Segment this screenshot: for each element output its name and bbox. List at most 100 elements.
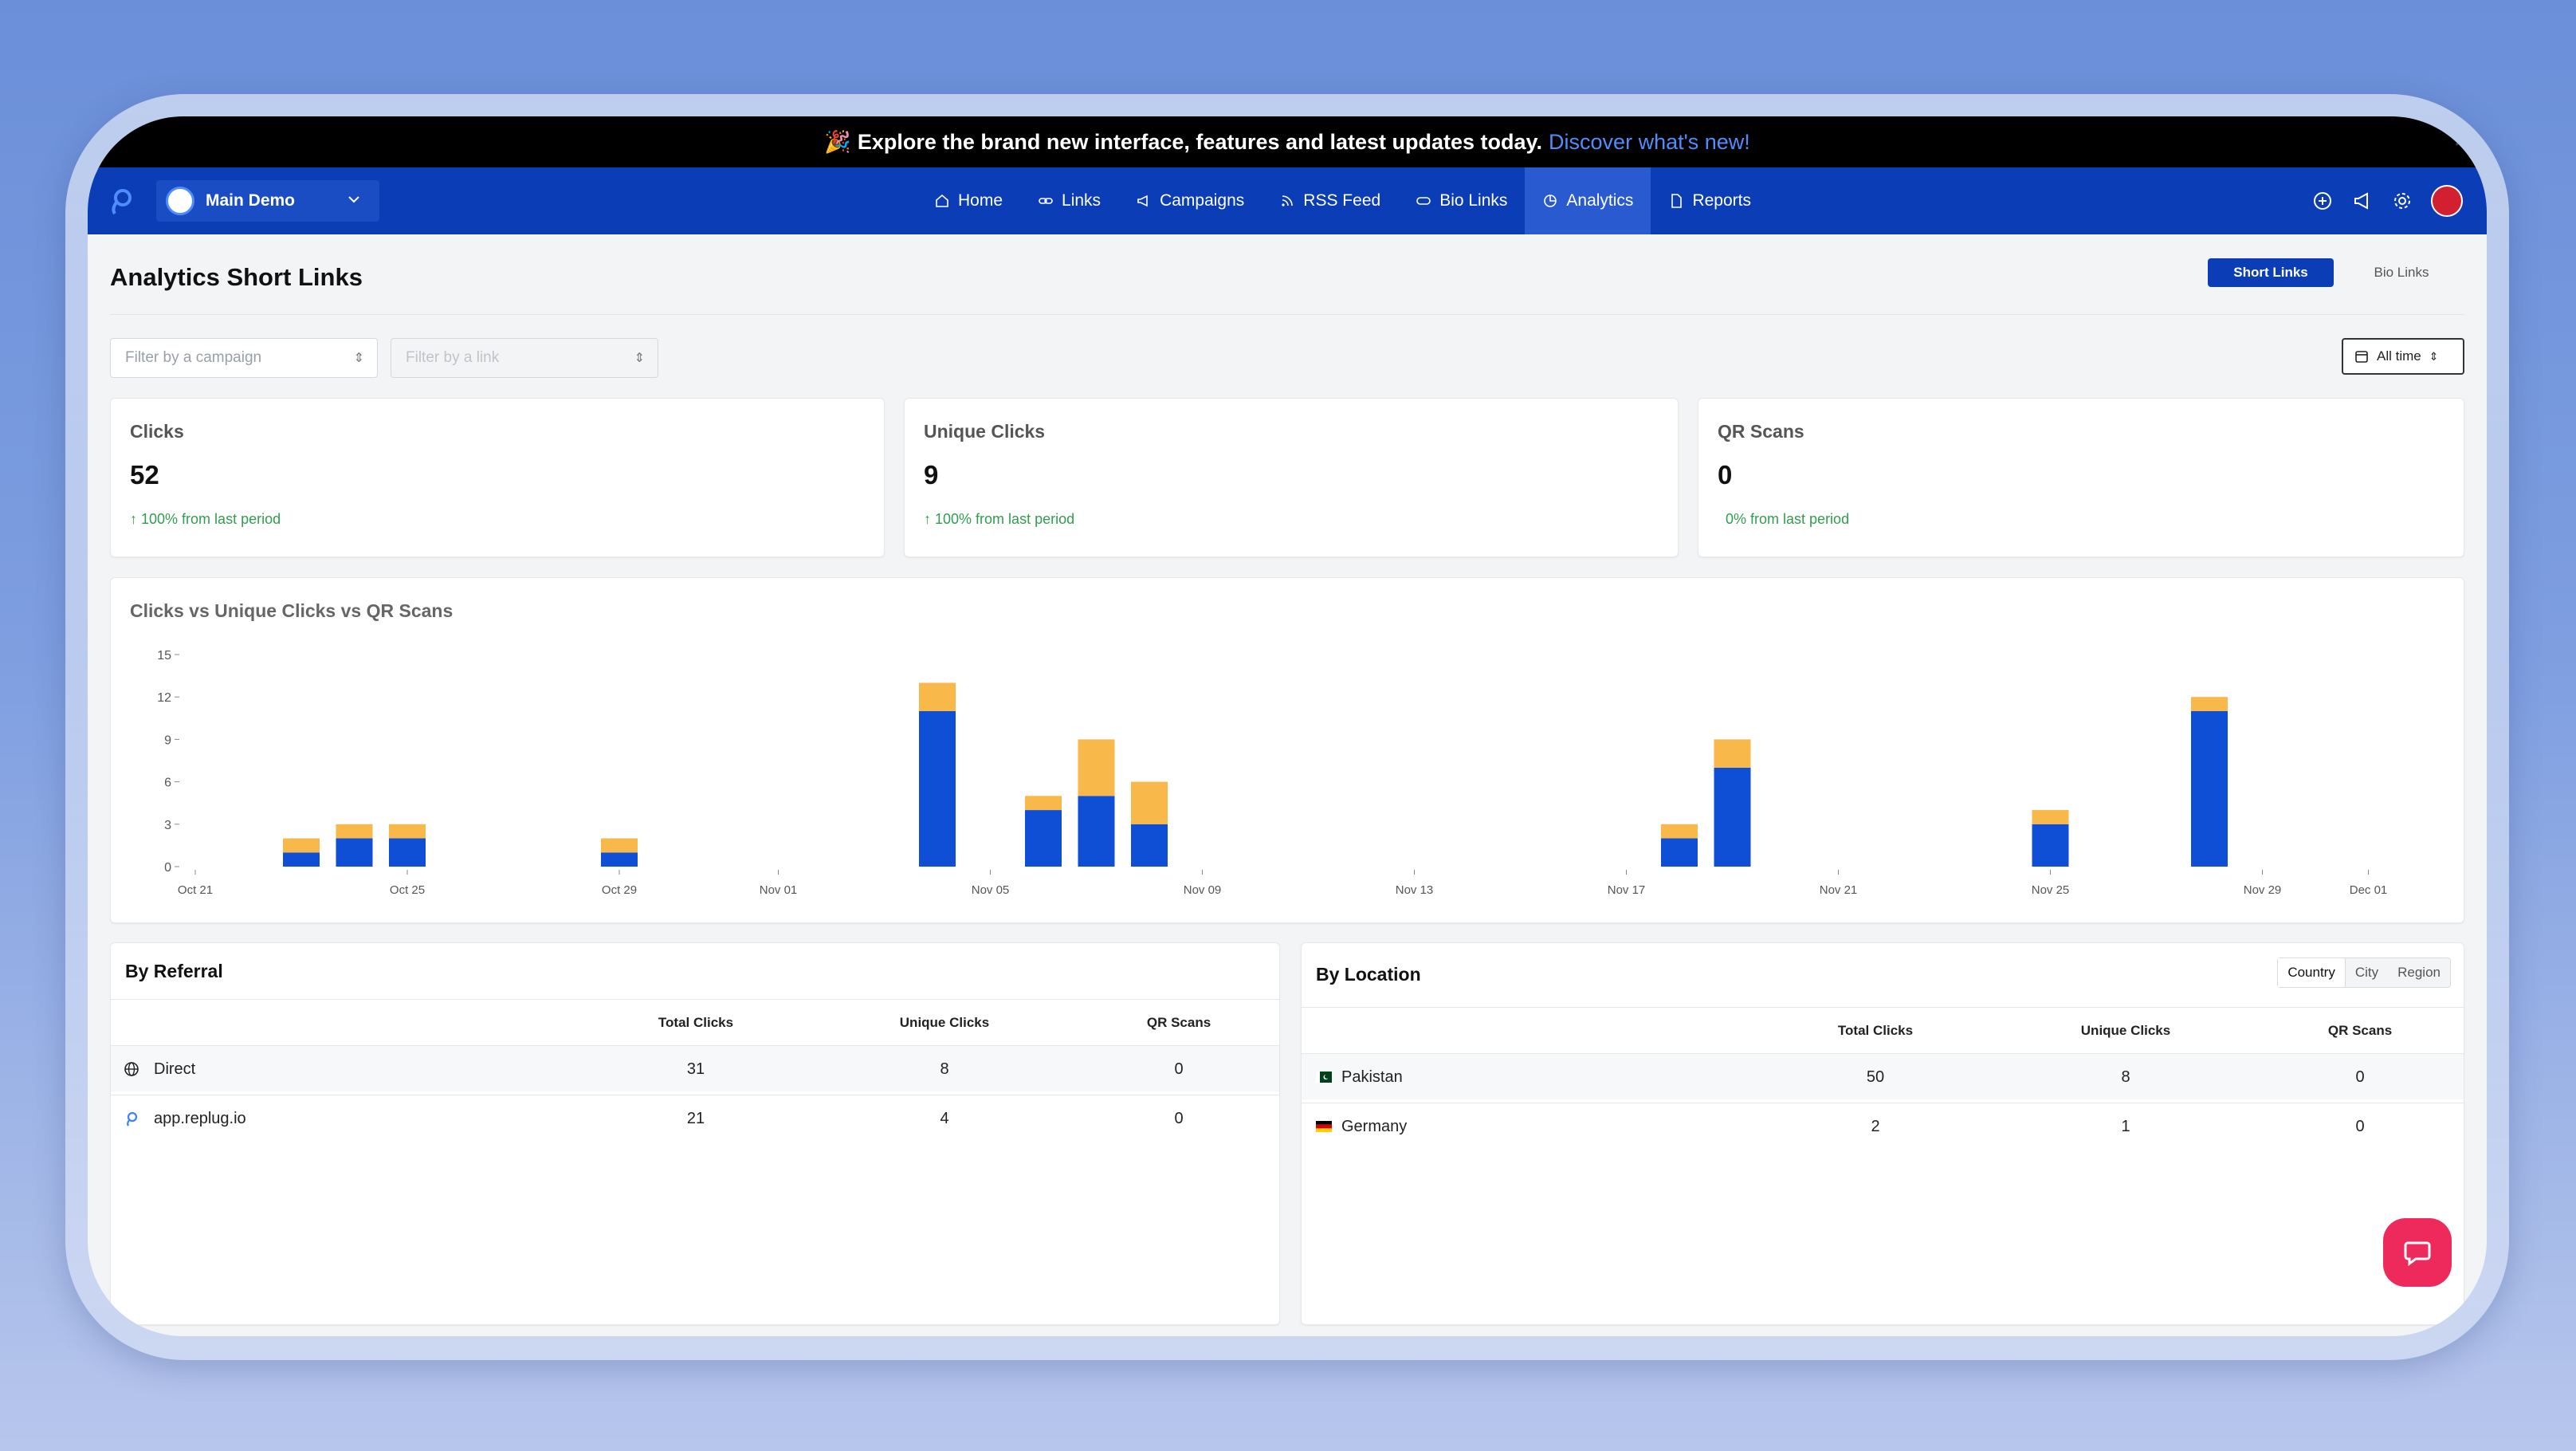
nav-home-label: Home	[958, 191, 1003, 210]
x-tick-label: Oct 21	[178, 883, 213, 897]
stat-value: 52	[130, 460, 159, 490]
x-tick-label: Dec 01	[2350, 883, 2388, 897]
bar-clicks-segment	[2032, 824, 2069, 867]
analytics-type-toggle: Short Links Bio Links	[2208, 258, 2464, 287]
tab-region[interactable]: Region	[2397, 965, 2441, 980]
bar-unique-segment	[2032, 810, 2069, 824]
nav-rss-label: RSS Feed	[1303, 191, 1381, 210]
location-country: Germany	[1316, 1103, 1407, 1150]
y-tick-label: 3	[164, 819, 171, 832]
qr-scans-cell: 0	[2355, 1068, 2365, 1086]
globe-icon	[124, 1062, 139, 1076]
clicks-chart-card: Clicks vs Unique Clicks vs QR Scans 0 3 6 9…	[110, 577, 2464, 923]
x-tick-label: Nov 09	[1184, 883, 1222, 897]
table-row[interactable]: Pakistan 50 8 0	[1302, 1053, 2464, 1099]
table-row[interactable]: app.replug.io 21 4 0	[111, 1095, 1279, 1141]
nav-actions	[2311, 167, 2463, 234]
replug-icon	[127, 1111, 138, 1127]
link-filter-placeholder: Filter by a link	[406, 349, 500, 366]
stat-value: 9	[924, 460, 939, 490]
referral-source: app.replug.io	[124, 1095, 246, 1142]
nav-reports[interactable]: Reports	[1651, 167, 1769, 234]
bar-unique-segment	[1714, 739, 1751, 768]
bar-clicks-segment	[336, 838, 373, 867]
tab-city[interactable]: City	[2354, 965, 2379, 980]
party-icon: 🎉	[824, 130, 851, 154]
close-icon[interactable]: ×	[2454, 128, 2468, 152]
analytics-icon	[1544, 195, 1557, 207]
x-tick-label: Nov 13	[1396, 883, 1434, 897]
stat-change-text: 0% from last period	[1726, 511, 1850, 527]
nav-campaigns[interactable]: Campaigns	[1118, 167, 1262, 234]
bar-clicks-segment	[389, 838, 426, 867]
nav-campaigns-label: Campaigns	[1160, 191, 1245, 210]
nav-bio-links[interactable]: Bio Links	[1398, 167, 1525, 234]
arrow-up-icon: ↑	[130, 511, 137, 527]
chart-title: Clicks vs Unique Clicks vs QR Scans	[130, 600, 454, 621]
flag-germany-icon	[1316, 1121, 1332, 1132]
y-tick-label: 15	[157, 649, 171, 663]
select-arrows-icon: ⇕	[353, 352, 364, 365]
stat-label: Unique Clicks	[924, 421, 1046, 442]
link-icon	[1039, 198, 1053, 204]
report-icon	[1671, 194, 1683, 208]
stat-label: Clicks	[130, 421, 184, 442]
x-tick-label: Oct 29	[602, 883, 637, 897]
unique-clicks-cell: 1	[2121, 1117, 2130, 1135]
total-clicks-cell: 2	[1871, 1117, 1880, 1135]
clicks-bar-chart: 0 3 6 9 12 15 Oct 21 Oct 25 Oct 29 Nov 01 Nov 05 No…	[157, 649, 2388, 897]
add-circle-icon[interactable]	[2311, 190, 2334, 212]
bio-links-toggle[interactable]: Bio Links	[2374, 265, 2429, 280]
nav-analytics[interactable]: Analytics	[1525, 167, 1651, 234]
announcement-link[interactable]: Discover what's new!	[1549, 129, 1750, 154]
x-tick-label: Nov 17	[1608, 883, 1646, 897]
y-tick-label: 12	[157, 691, 171, 705]
campaign-filter-select[interactable]: Filter by a campaign ⇕	[110, 338, 378, 378]
home-icon	[936, 194, 948, 207]
gear-icon[interactable]	[2391, 190, 2413, 212]
table-row[interactable]: Germany 2 1 0	[1302, 1103, 2464, 1149]
stat-card-clicks: Clicks 52 ↑ 100% from last period	[110, 398, 885, 557]
stat-card-qr-scans: QR Scans 0 0% from last period	[1698, 398, 2464, 557]
x-tick-label: Nov 21	[1820, 883, 1858, 897]
stat-value: 0	[1718, 460, 1733, 490]
stat-change-text: 100% from last period	[141, 511, 281, 527]
replug-logo-icon[interactable]	[105, 185, 137, 217]
nav-home[interactable]: Home	[917, 167, 1020, 234]
location-table-card: By Location Country City Region Total Cl…	[1301, 942, 2464, 1325]
flag-pakistan-icon	[1316, 1072, 1332, 1083]
location-type-tabs: Country City Region	[2277, 958, 2451, 988]
bar-clicks-segment	[601, 852, 638, 867]
bar-unique-segment	[283, 838, 320, 853]
link-filter-select[interactable]: Filter by a link ⇕	[391, 338, 658, 378]
workspace-selector[interactable]: Main Demo	[156, 180, 379, 222]
date-range-select[interactable]: All time ⇕	[2342, 338, 2464, 375]
bar-unique-segment	[1661, 824, 1698, 839]
tab-country[interactable]: Country	[2278, 958, 2346, 987]
main-nav: Home Links Campaigns RSS Feed Bio Links …	[917, 167, 1769, 234]
help-chat-button[interactable]	[2383, 1218, 2452, 1287]
announcement-text: Explore the brand new interface, feature…	[857, 129, 1543, 154]
y-tick-label: 0	[164, 861, 171, 875]
short-links-toggle[interactable]: Short Links	[2208, 258, 2334, 287]
col-total-clicks: Total Clicks	[1837, 1023, 1914, 1038]
nav-links[interactable]: Links	[1020, 167, 1118, 234]
total-clicks-cell: 21	[686, 1109, 705, 1127]
nav-reports-label: Reports	[1692, 191, 1751, 210]
workspace-name: Main Demo	[206, 191, 296, 210]
announcement-icon[interactable]	[2351, 190, 2374, 212]
nav-rss-feed[interactable]: RSS Feed	[1262, 167, 1398, 234]
bio-link-icon	[1416, 197, 1431, 205]
bar-unique-segment	[919, 682, 956, 711]
date-range-label: All time	[2377, 348, 2421, 364]
qr-scans-cell: 0	[1174, 1109, 1184, 1127]
total-clicks-cell: 31	[686, 1060, 705, 1078]
select-arrows-icon: ⇕	[634, 352, 645, 365]
qr-scans-cell: 0	[2355, 1117, 2365, 1135]
bar-unique-segment	[336, 824, 373, 839]
col-unique-clicks: Unique Clicks	[899, 1015, 990, 1030]
x-tick-label: Nov 25	[2032, 883, 2070, 897]
user-avatar[interactable]	[2431, 185, 2463, 217]
nav-analytics-label: Analytics	[1566, 191, 1634, 210]
table-row[interactable]: Direct 31 8 0	[111, 1045, 1279, 1091]
